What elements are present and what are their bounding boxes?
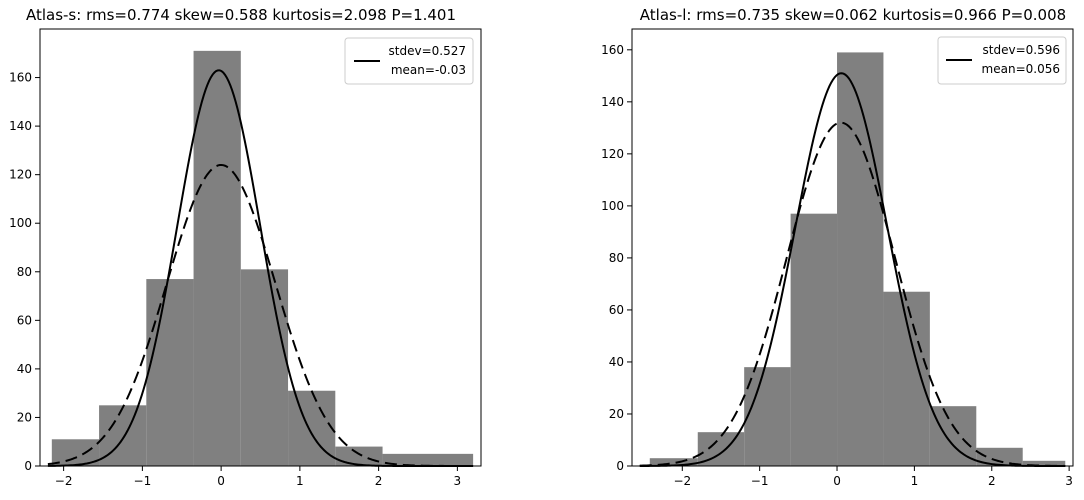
histogram-bar-8 — [1022, 460, 1066, 466]
x-tick-label: 2 — [988, 474, 996, 488]
y-tick-label: 60 — [609, 303, 624, 317]
legend-box — [344, 37, 474, 85]
y-tick-label: 140 — [601, 95, 624, 109]
y-tick-label: 20 — [17, 410, 32, 424]
y-tick-label: 160 — [601, 43, 624, 57]
plot-frame — [39, 28, 482, 467]
histogram-bar-7 — [976, 447, 1023, 466]
x-axis-ticks: −2 −1 0 1 2 3 — [55, 466, 461, 488]
y-tick-label: 20 — [609, 407, 624, 421]
x-tick-label: −1 — [134, 474, 152, 488]
histogram-panel-atlas-s: Atlas-s: rms=0.774 skew=0.588 kurtosis=2… — [9, 6, 482, 488]
legend-label-stdev: stdev=0.596 — [983, 43, 1060, 57]
y-tick-label: 80 — [17, 265, 32, 279]
x-tick-label: 3 — [1065, 474, 1073, 488]
legend: stdev=0.527 mean=-0.03 — [344, 37, 474, 85]
bars — [649, 52, 1066, 466]
y-tick-label: 0 — [616, 459, 624, 473]
y-tick-label: 140 — [9, 119, 32, 133]
x-tick-label: 1 — [296, 474, 304, 488]
chart-title: Atlas-l: rms=0.735 skew=0.062 kurtosis=0… — [640, 6, 1066, 24]
histogram-bar-3 — [193, 50, 241, 466]
chart-title: Atlas-s: rms=0.774 skew=0.588 kurtosis=2… — [26, 6, 456, 24]
x-tick-label: 0 — [217, 474, 225, 488]
y-tick-label: 100 — [9, 216, 32, 230]
solid-fit-curve — [639, 72, 1066, 467]
x-tick-label: 2 — [375, 474, 383, 488]
histogram-bar-4 — [240, 269, 289, 466]
dashed-fit-curve — [639, 121, 1066, 467]
histogram-bar-3 — [790, 213, 838, 466]
x-axis-ticks: −2 −1 0 1 2 3 — [673, 466, 1073, 488]
y-tick-label: 40 — [17, 362, 32, 376]
plot-frame — [631, 28, 1074, 467]
x-tick-label: −1 — [751, 474, 769, 488]
histogram-bar-6 — [929, 406, 977, 466]
x-tick-label: 0 — [833, 474, 841, 488]
legend-box — [937, 36, 1067, 85]
legend-label-mean: mean=0.056 — [982, 62, 1060, 76]
y-tick-label: 160 — [9, 71, 32, 85]
histogram-bar-6 — [335, 446, 383, 466]
legend-label-stdev: stdev=0.527 — [389, 44, 466, 58]
histogram-bar-2 — [744, 367, 791, 466]
legend: stdev=0.596 mean=0.056 — [937, 36, 1067, 85]
x-tick-label: 3 — [454, 474, 462, 488]
fit-curves — [639, 72, 1066, 467]
y-axis-ticks: 0 20 40 60 80 100 120 140 160 — [601, 43, 632, 473]
y-tick-label: 120 — [9, 168, 32, 182]
y-tick-label: 100 — [601, 199, 624, 213]
x-tick-label: −2 — [673, 474, 691, 488]
legend-label-mean: mean=-0.03 — [391, 63, 466, 77]
y-tick-label: 0 — [24, 459, 32, 473]
histogram-bar-2 — [146, 279, 194, 466]
x-tick-label: −2 — [55, 474, 73, 488]
y-axis-ticks: 0 20 40 60 80 100 120 140 160 — [9, 71, 40, 473]
y-tick-label: 120 — [601, 147, 624, 161]
histogram-panel-atlas-l: Atlas-l: rms=0.735 skew=0.062 kurtosis=0… — [601, 6, 1074, 488]
y-tick-label: 80 — [609, 251, 624, 265]
y-tick-label: 40 — [609, 355, 624, 369]
bars — [51, 50, 474, 466]
histogram-bar-0 — [649, 458, 698, 466]
x-tick-label: 1 — [911, 474, 919, 488]
histogram-bar-4 — [837, 52, 884, 466]
y-tick-label: 60 — [17, 313, 32, 327]
histogram-bar-7 — [382, 453, 474, 466]
dashed-fit-curve — [47, 163, 474, 467]
